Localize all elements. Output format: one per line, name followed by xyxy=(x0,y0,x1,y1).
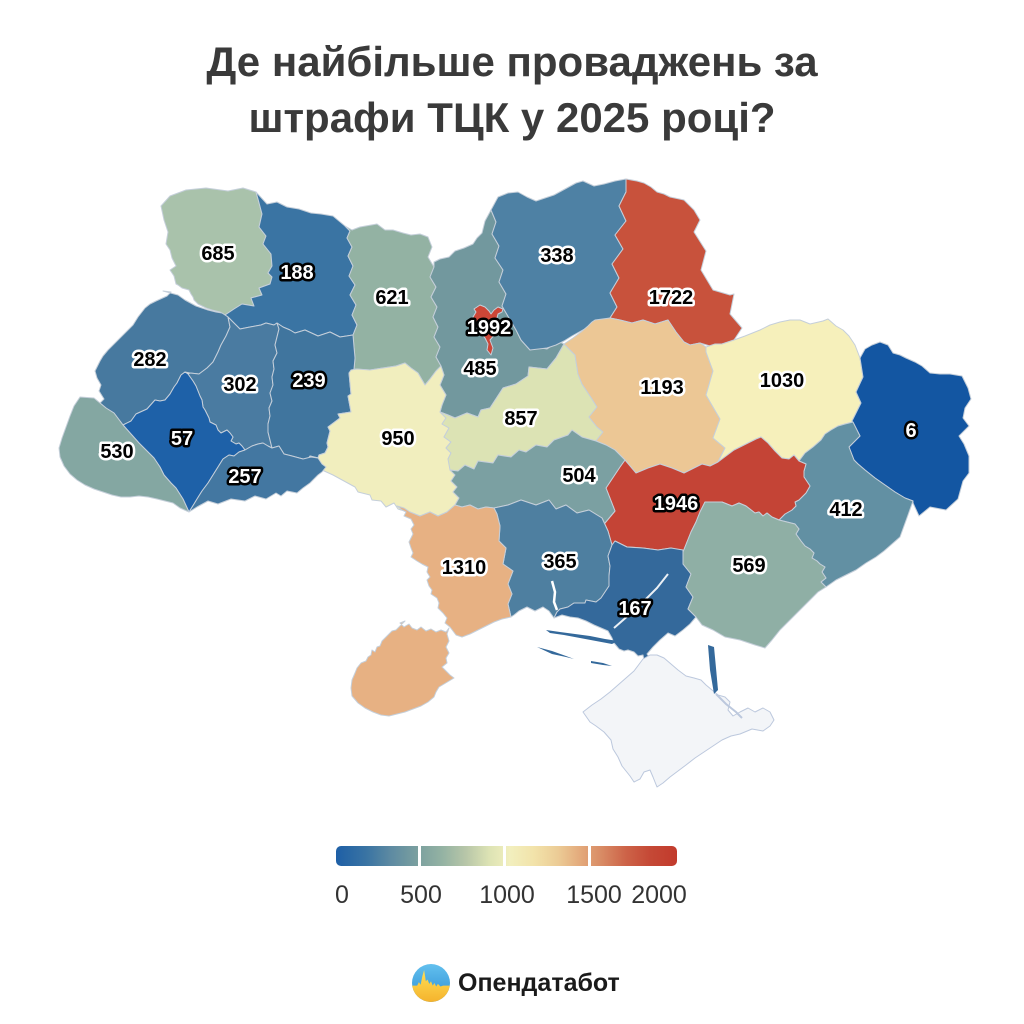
svg-text:365: 365 xyxy=(543,551,576,573)
svg-text:6: 6 xyxy=(905,420,916,442)
svg-text:302: 302 xyxy=(223,374,256,396)
svg-text:338: 338 xyxy=(540,245,573,267)
svg-text:685: 685 xyxy=(201,243,234,265)
svg-text:1946: 1946 xyxy=(654,493,699,515)
svg-text:1310: 1310 xyxy=(442,557,487,579)
svg-text:282: 282 xyxy=(133,349,166,371)
svg-text:239: 239 xyxy=(292,370,325,392)
svg-text:569: 569 xyxy=(732,555,765,577)
svg-text:1030: 1030 xyxy=(760,370,805,392)
svg-text:188: 188 xyxy=(280,262,313,284)
svg-text:412: 412 xyxy=(829,499,862,521)
svg-text:857: 857 xyxy=(504,408,537,430)
svg-text:1193: 1193 xyxy=(640,377,683,399)
svg-text:504: 504 xyxy=(562,465,596,487)
svg-text:1722: 1722 xyxy=(649,287,694,309)
svg-text:485: 485 xyxy=(463,358,496,380)
svg-text:950: 950 xyxy=(381,428,414,450)
svg-text:57: 57 xyxy=(171,428,193,450)
svg-text:1992: 1992 xyxy=(467,317,512,339)
svg-text:257: 257 xyxy=(228,466,261,488)
svg-text:621: 621 xyxy=(375,287,408,309)
svg-text:530: 530 xyxy=(100,441,133,463)
svg-text:167: 167 xyxy=(618,598,651,620)
